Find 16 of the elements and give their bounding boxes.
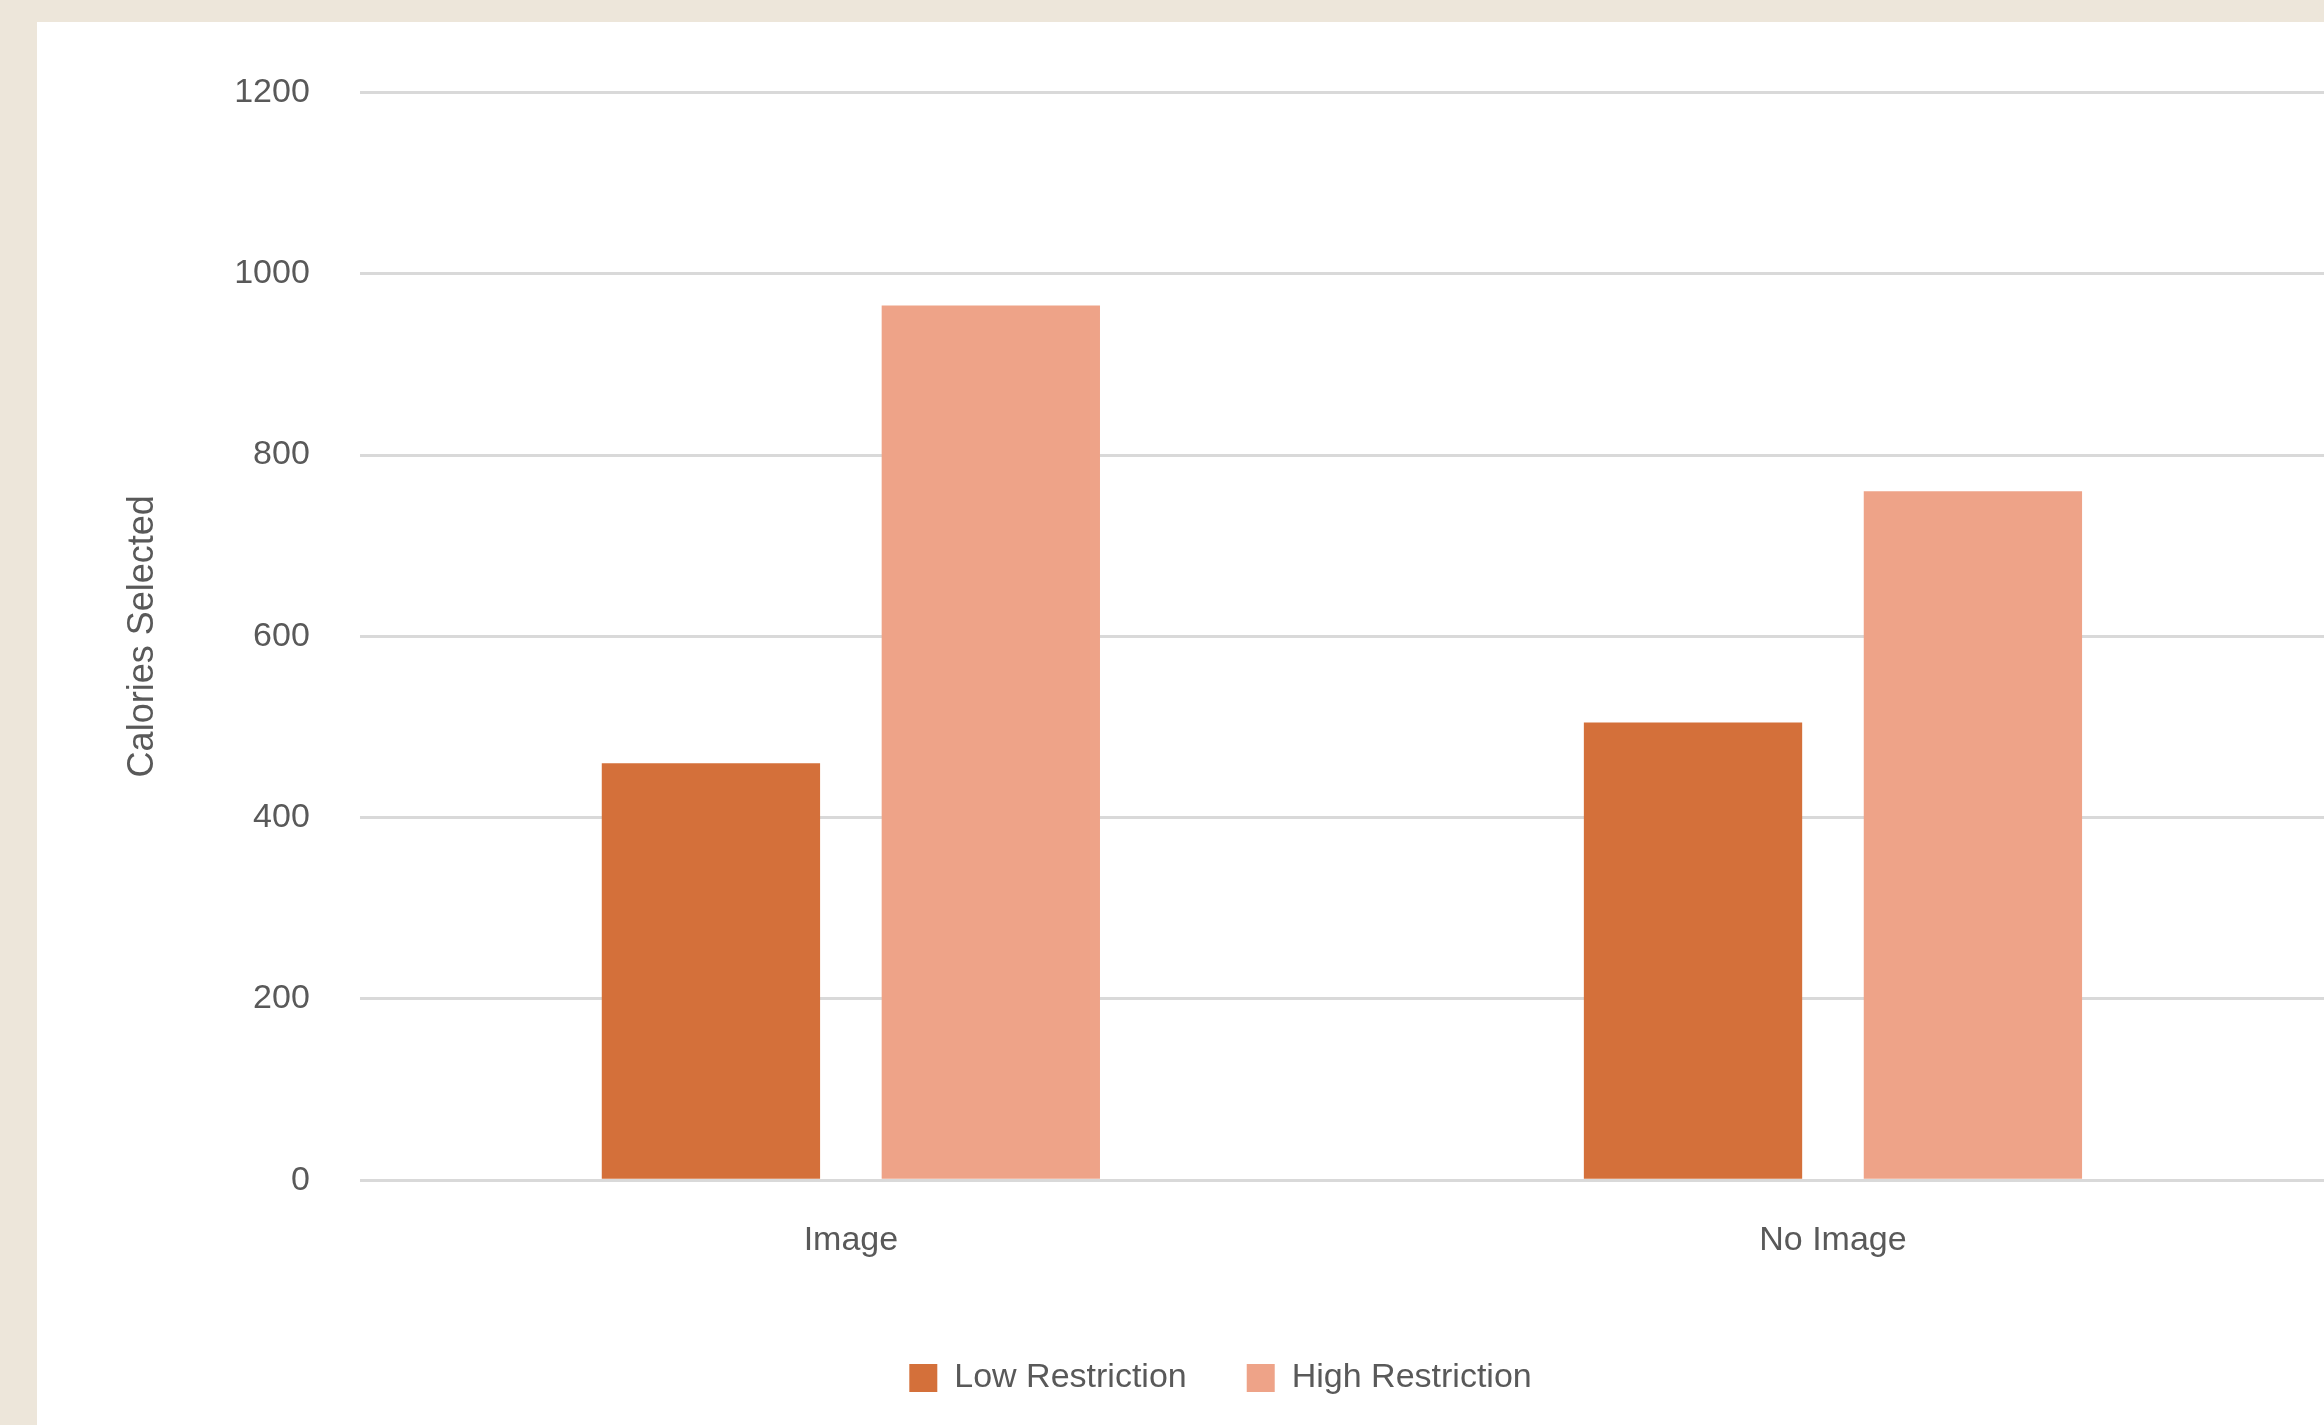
bar (1863, 491, 2083, 1179)
y-tick-label: 1000 (234, 252, 310, 291)
bar (1583, 722, 1803, 1179)
legend-label: Low Restriction (954, 1356, 1187, 1395)
x-tick-label: Image (803, 1218, 899, 1257)
y-tick-label: 0 (290, 1158, 310, 1197)
x-tick-label: No Image (1759, 1218, 1907, 1257)
y-tick-label: 800 (253, 433, 310, 472)
bar (601, 763, 821, 1179)
legend-label: High Restriction (1291, 1356, 1532, 1395)
y-tick-label: 1200 (234, 70, 310, 109)
y-tick-label: 400 (253, 795, 310, 834)
bar (881, 305, 1100, 1179)
y-axis-title: Calories Selected (119, 495, 161, 778)
y-tick-label: 200 (253, 977, 310, 1016)
y-tick-label: 600 (253, 614, 310, 653)
